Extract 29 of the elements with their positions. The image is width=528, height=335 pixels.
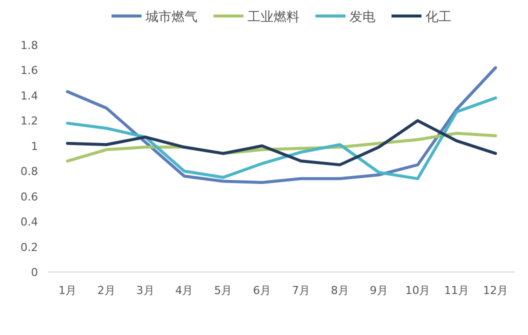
- y-tick-label: 0.2: [20, 240, 38, 254]
- line-series: [66, 96, 498, 180]
- x-tick-label: 10月: [405, 284, 430, 297]
- x-tick-label: 7月: [292, 284, 310, 297]
- x-tick-label: 8月: [330, 284, 349, 297]
- x-tick-label: 1月: [58, 284, 76, 297]
- y-tick-label: 1.4: [20, 89, 38, 102]
- y-tick-label: 0: [31, 266, 38, 279]
- x-tick-label: 6月: [253, 284, 272, 297]
- legend-label: 化工: [426, 10, 452, 25]
- legend-label: 城市燃气: [144, 10, 198, 25]
- y-tick-label: 1.2: [20, 114, 38, 128]
- x-tick-label: 2月: [97, 284, 116, 297]
- line-series: [66, 66, 498, 184]
- y-tick-label: 0.4: [20, 216, 38, 229]
- y-tick-label: 1.6: [20, 64, 38, 78]
- legend-label: 工业燃料: [248, 10, 300, 25]
- x-tick-label: 12月: [483, 284, 508, 297]
- y-tick-label: 0.6: [20, 190, 38, 204]
- y-tick-label: 1.8: [20, 39, 38, 52]
- x-tick-label: 3月: [136, 284, 154, 297]
- y-tick-label: 0.8: [20, 165, 38, 178]
- y-tick-label: 1: [31, 140, 38, 153]
- line-series: [66, 119, 498, 166]
- x-tick-label: 4月: [175, 284, 194, 297]
- legend-label: 发电: [350, 10, 376, 25]
- x-tick-label: 5月: [214, 284, 232, 297]
- x-tick-label: 9月: [370, 284, 388, 297]
- x-tick-label: 11月: [444, 284, 470, 297]
